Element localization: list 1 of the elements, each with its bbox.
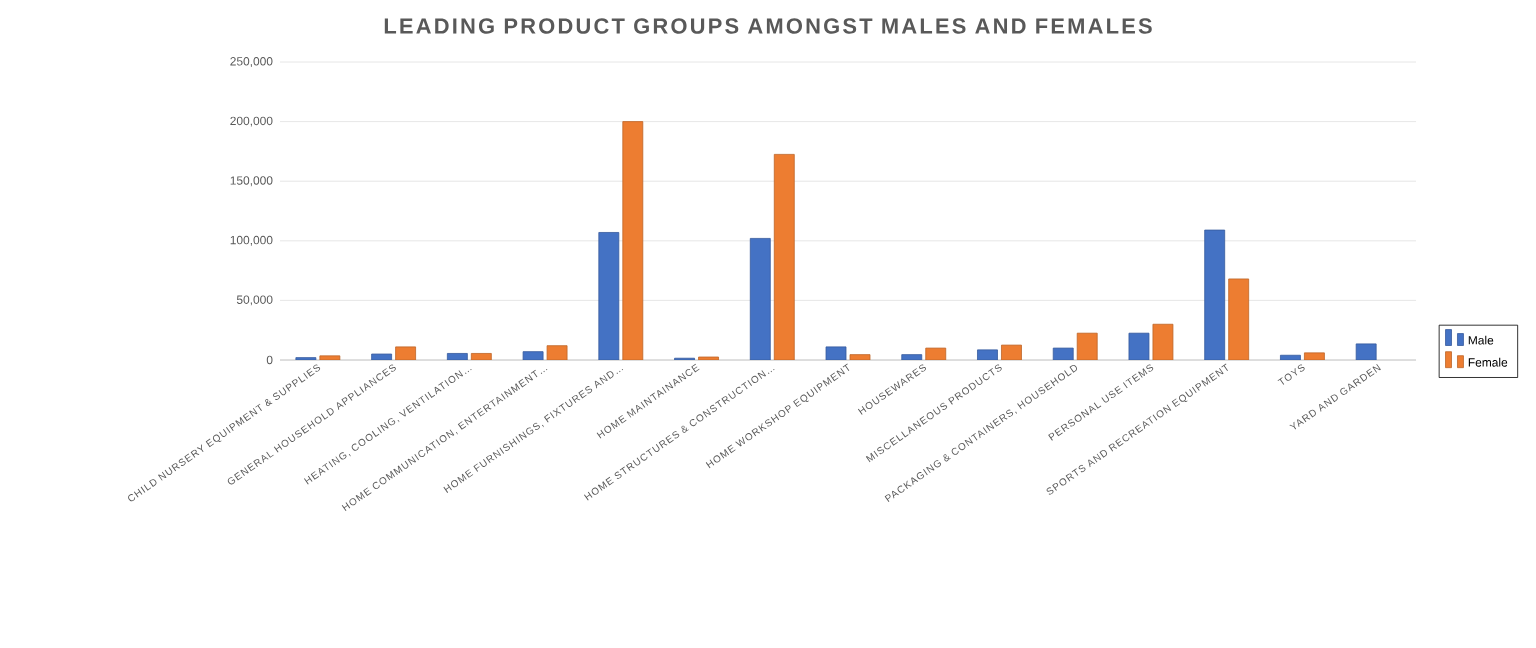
chart-title: LEADING PRODUCT GROUPS AMONGST MALES AND FEMALES bbox=[384, 18, 1152, 34]
